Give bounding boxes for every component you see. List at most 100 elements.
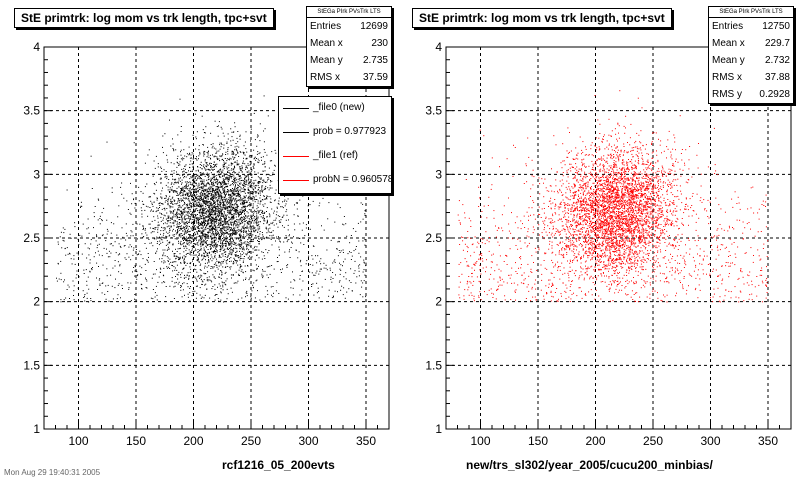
scatter-point xyxy=(229,159,230,161)
scatter-point xyxy=(137,254,139,255)
scatter-point xyxy=(239,168,241,170)
scatter-point xyxy=(214,179,216,181)
scatter-point xyxy=(166,267,168,269)
scatter-point xyxy=(174,269,176,271)
scatter-point xyxy=(155,211,157,213)
scatter-point xyxy=(168,263,170,265)
scatter-point xyxy=(238,225,240,227)
scatter-point xyxy=(326,269,328,271)
scatter-point xyxy=(73,285,75,287)
scatter-point xyxy=(212,216,213,218)
scatter-point xyxy=(339,262,340,264)
scatter-point xyxy=(206,266,208,268)
scatter-point xyxy=(181,233,183,235)
scatter-point xyxy=(96,235,98,237)
scatter-point xyxy=(180,228,182,230)
scatter-point xyxy=(355,246,357,247)
scatter-point xyxy=(199,167,201,169)
scatter-point xyxy=(230,274,232,276)
scatter-point xyxy=(182,238,183,240)
scatter-point xyxy=(236,137,238,139)
scatter-point xyxy=(239,175,241,177)
scatter-point xyxy=(204,184,206,186)
scatter-point xyxy=(225,271,227,273)
scatter-point xyxy=(250,230,252,232)
scatter-point xyxy=(127,209,129,210)
scatter-point xyxy=(289,257,291,258)
scatter-point xyxy=(231,207,233,208)
scatter-point xyxy=(205,226,207,228)
scatter-point xyxy=(224,200,226,202)
scatter-point xyxy=(213,173,215,175)
scatter-point xyxy=(174,221,176,223)
scatter-point xyxy=(188,221,189,223)
scatter-point xyxy=(222,153,224,155)
scatter-point xyxy=(223,207,225,209)
scatter-point xyxy=(235,255,236,257)
scatter-point xyxy=(311,284,313,285)
scatter-point xyxy=(272,174,274,176)
scatter-point xyxy=(205,194,207,196)
scatter-point xyxy=(180,226,182,228)
scatter-point xyxy=(193,223,195,224)
scatter-point xyxy=(180,243,182,245)
scatter-point xyxy=(220,227,222,229)
scatter-point xyxy=(59,236,61,238)
scatter-point xyxy=(245,230,247,232)
scatter-point xyxy=(203,155,205,157)
scatter-point xyxy=(233,215,235,217)
scatter-point xyxy=(354,260,356,262)
scatter-point xyxy=(141,284,143,286)
scatter-point xyxy=(223,179,225,181)
scatter-point xyxy=(193,257,195,258)
scatter-point xyxy=(186,230,188,232)
scatter-point xyxy=(200,216,202,218)
scatter-point xyxy=(144,229,146,231)
scatter-point xyxy=(202,232,204,234)
scatter-point xyxy=(212,207,214,209)
scatter-point xyxy=(196,221,198,223)
scatter-point xyxy=(229,227,231,229)
scatter-point xyxy=(271,160,273,162)
scatter-point xyxy=(188,207,190,209)
scatter-point xyxy=(224,184,226,186)
scatter-point xyxy=(212,231,214,233)
scatter-point xyxy=(364,213,366,215)
scatter-point xyxy=(235,234,237,236)
scatter-point xyxy=(180,126,182,127)
scatter-point xyxy=(129,244,131,246)
scatter-point xyxy=(181,200,182,202)
scatter-point xyxy=(63,232,65,234)
scatter-point xyxy=(359,294,361,296)
scatter-point xyxy=(185,222,187,224)
scatter-point xyxy=(213,164,215,165)
scatter-point xyxy=(213,219,215,221)
scatter-point xyxy=(214,253,216,255)
scatter-point xyxy=(271,244,273,246)
scatter-point xyxy=(207,177,209,179)
scatter-point xyxy=(218,239,220,241)
scatter-point xyxy=(229,258,230,260)
scatter-point xyxy=(243,236,245,238)
scatter-point xyxy=(241,248,243,250)
scatter-point xyxy=(190,235,192,237)
scatter-point xyxy=(251,238,253,240)
scatter-point xyxy=(263,163,265,165)
scatter-point xyxy=(177,194,179,196)
scatter-point xyxy=(152,205,154,207)
scatter-point xyxy=(194,194,195,195)
scatter-point xyxy=(215,194,217,195)
scatter-point xyxy=(128,288,130,290)
scatter-point xyxy=(176,158,178,160)
scatter-point xyxy=(211,232,213,234)
scatter-point xyxy=(225,242,227,244)
scatter-point xyxy=(218,215,220,216)
scatter-point xyxy=(211,221,213,223)
scatter-point xyxy=(188,170,189,172)
scatter-point xyxy=(235,220,237,222)
scatter-point xyxy=(248,235,250,237)
scatter-point xyxy=(197,214,198,215)
scatter-point xyxy=(201,255,203,257)
scatter-point xyxy=(220,182,222,183)
scatter-point xyxy=(193,216,195,218)
